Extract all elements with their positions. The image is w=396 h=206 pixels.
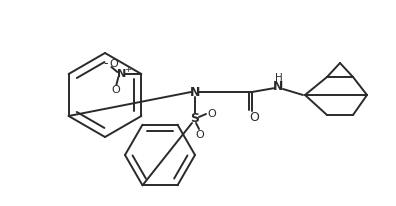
Text: O: O bbox=[208, 109, 216, 119]
Text: O: O bbox=[111, 85, 120, 95]
Text: N: N bbox=[273, 80, 283, 92]
Text: -: - bbox=[103, 57, 108, 70]
Text: O: O bbox=[109, 59, 118, 69]
Text: H: H bbox=[275, 73, 283, 83]
Text: N: N bbox=[190, 85, 200, 98]
Text: S: S bbox=[190, 111, 200, 124]
Text: O: O bbox=[249, 110, 259, 124]
Text: O: O bbox=[196, 130, 204, 140]
Text: N: N bbox=[117, 69, 126, 79]
Text: +: + bbox=[124, 64, 131, 74]
